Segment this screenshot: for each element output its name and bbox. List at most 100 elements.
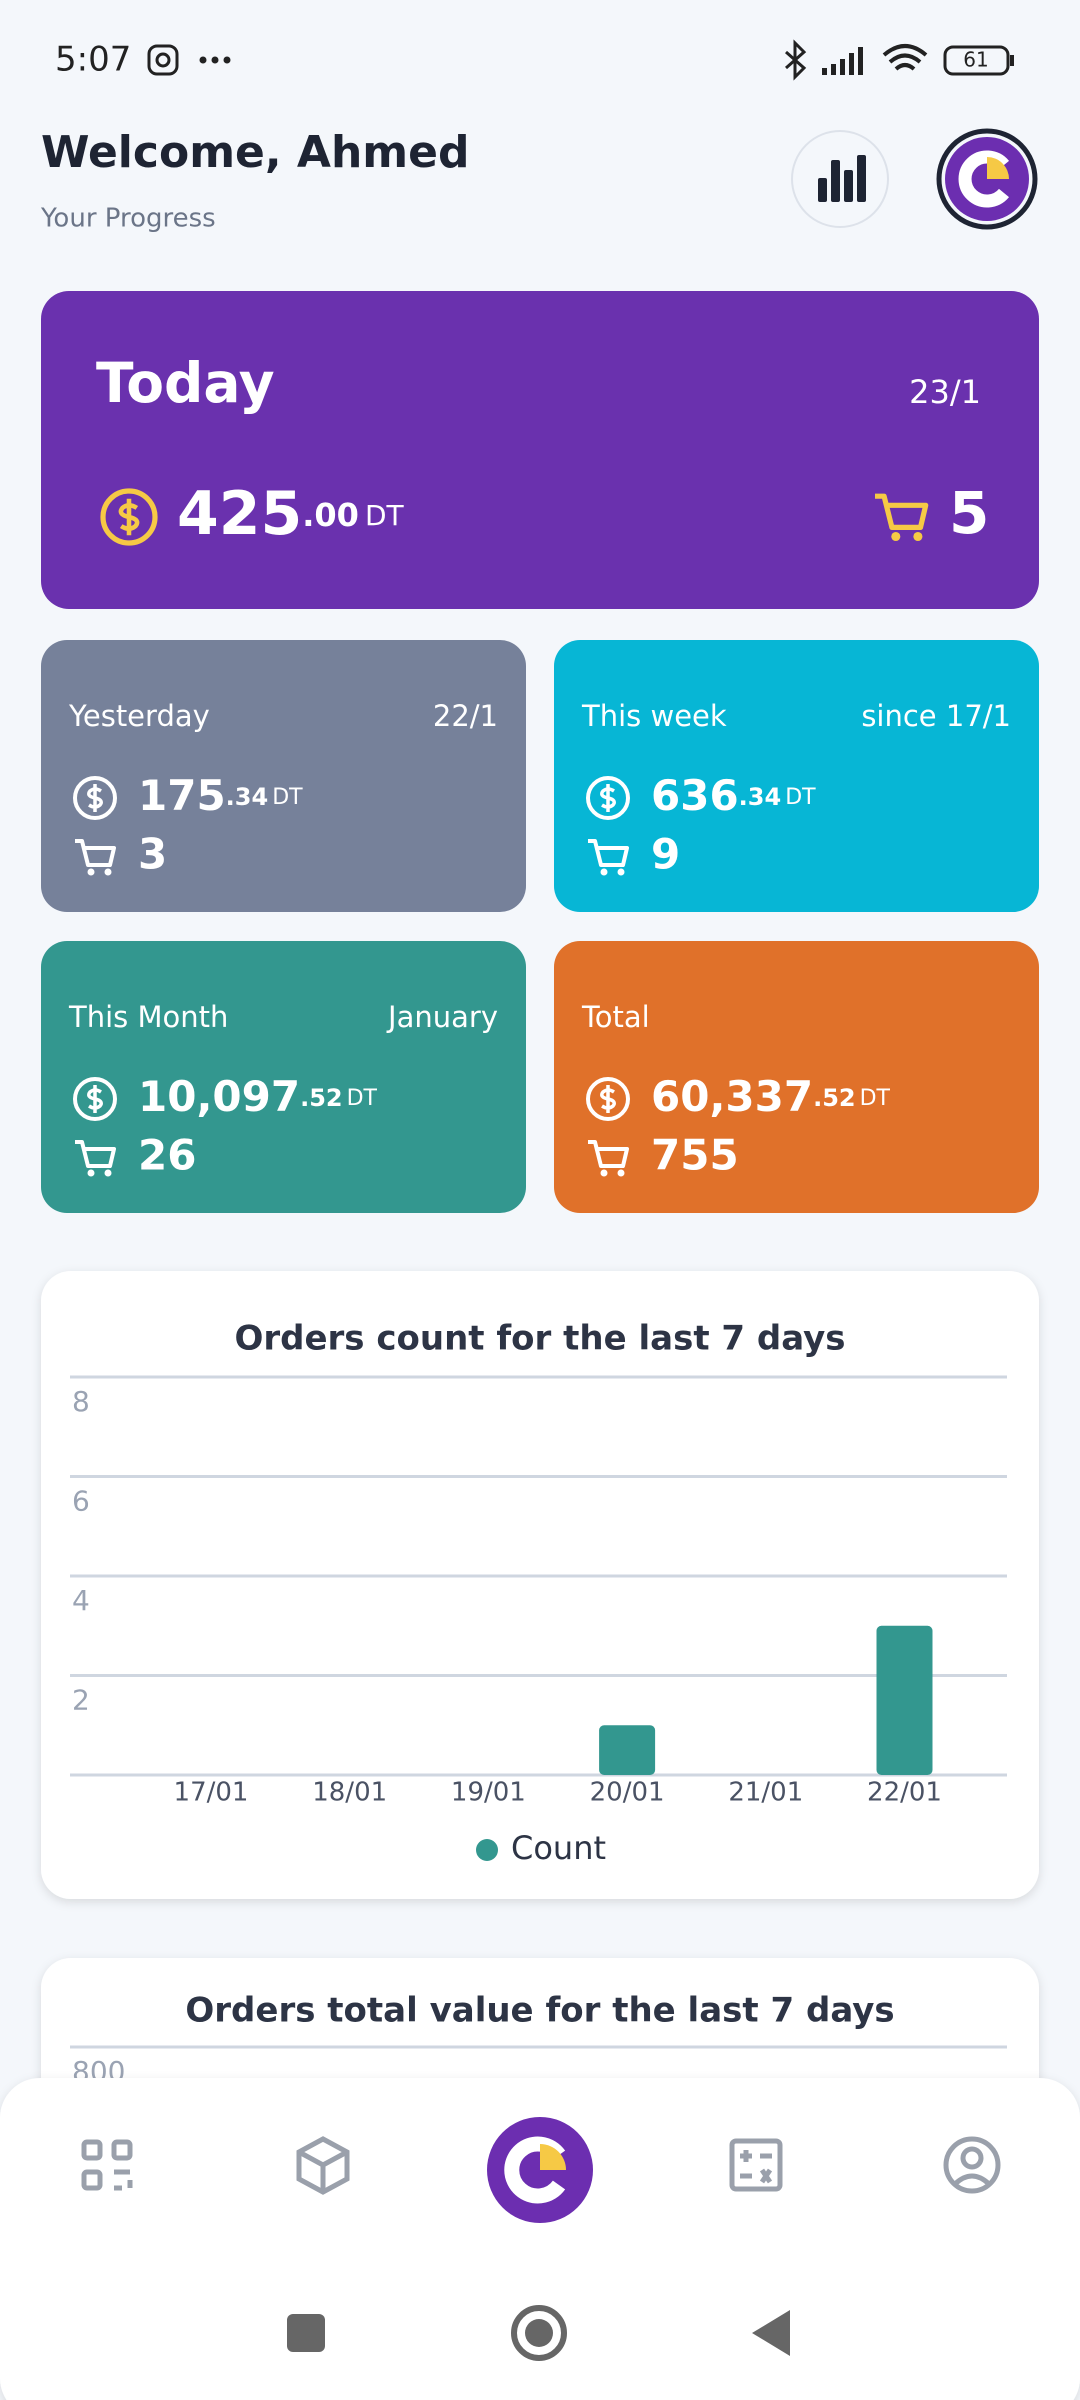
card-date: January — [386, 1000, 498, 1034]
cart-icon — [588, 1140, 629, 1177]
bottom-nav — [0, 2078, 1080, 2400]
cart-wheel — [87, 1169, 95, 1177]
chart-card — [41, 1271, 1039, 1899]
cart-body — [75, 839, 116, 867]
summary-card[interactable] — [554, 640, 1039, 912]
card-amount: 175.34 DT — [138, 771, 303, 820]
wifi-icon — [882, 44, 928, 71]
y-tick-label: 4 — [72, 1584, 90, 1617]
money-icon-sign — [87, 784, 103, 812]
amount-currency: DT — [365, 499, 405, 532]
money-icon-sign — [600, 784, 616, 812]
more-dots — [199, 56, 231, 64]
amount-decimals: .52 — [300, 1084, 343, 1112]
amount-decimals: .34 — [739, 783, 782, 811]
money-icon — [73, 1077, 117, 1121]
summary-card[interactable] — [41, 640, 526, 912]
instagram-icon-lens — [155, 52, 171, 68]
money-icon-ring — [73, 776, 117, 820]
x-tick-label: 22/01 — [867, 1778, 942, 1808]
today-date: 23/1 — [909, 373, 981, 411]
home-tab[interactable] — [487, 2117, 593, 2223]
card-date: since 17/1 — [861, 699, 1011, 733]
money-icon — [586, 1077, 630, 1121]
x-tick-label: 20/01 — [590, 1778, 665, 1808]
x-tick-label: 17/01 — [174, 1778, 249, 1808]
amount-decimals: .34 — [226, 783, 269, 811]
cart-wheel — [87, 868, 95, 876]
products-tab[interactable] — [296, 2136, 350, 2195]
card-amount: 60,337.52 DT — [651, 1072, 891, 1121]
money-icon-ring — [586, 1077, 630, 1121]
battery-icon — [943, 45, 1010, 76]
signal-icon — [822, 47, 863, 75]
amount-main: 636 — [651, 771, 739, 820]
amount-currency: DT — [860, 1086, 891, 1111]
amount-decimals: .52 — [813, 1084, 856, 1112]
welcome-subtitle: Your Progress — [40, 204, 216, 234]
money-icon-ring — [73, 1077, 117, 1121]
bar — [876, 1625, 933, 1775]
summary-card[interactable] — [554, 941, 1039, 1213]
nav-icons — [81, 2136, 1001, 2195]
today-label: Today — [96, 351, 275, 415]
money-icon-sign — [600, 1085, 616, 1113]
x-tick-label: 18/01 — [312, 1778, 387, 1808]
home-button-dot — [525, 2319, 553, 2347]
cart-body — [588, 1140, 629, 1168]
money-icon-sign — [87, 1085, 103, 1113]
amount-main: 60,337 — [651, 1072, 813, 1121]
cart-icon — [75, 1140, 116, 1177]
cart-wheel — [104, 868, 112, 876]
today-orders: 5 — [949, 479, 989, 547]
instagram-icon — [147, 44, 179, 76]
cart-wheel — [600, 1169, 608, 1177]
card-orders: 26 — [138, 1131, 196, 1180]
y-tick-label: 6 — [72, 1485, 90, 1518]
money-icon — [100, 488, 158, 546]
card-label: Total — [581, 1000, 650, 1034]
account-tab[interactable] — [943, 2136, 1001, 2194]
y-tick-label: 2 — [72, 1684, 90, 1717]
home-button[interactable] — [511, 2305, 567, 2361]
card-date: 22/1 — [433, 699, 498, 733]
amount-currency: DT — [347, 1086, 378, 1111]
bar — [599, 1725, 656, 1775]
calculator-tab[interactable] — [729, 2138, 783, 2192]
card-label: This week — [581, 699, 727, 733]
amount-currency: DT — [785, 785, 816, 810]
card-amount: 636.34 DT — [651, 771, 816, 820]
card-amount: 10,097.52 DT — [138, 1072, 378, 1121]
cart-icon — [75, 839, 116, 876]
amount-main: 425 — [177, 479, 302, 549]
card-orders: 9 — [651, 830, 680, 879]
welcome-title: Welcome, Ahmed — [41, 127, 469, 178]
money-icon-ring — [586, 776, 630, 820]
cart-wheel — [104, 1169, 112, 1177]
recents-button[interactable] — [287, 2314, 325, 2352]
stats-icon — [818, 155, 866, 202]
cart-body — [588, 839, 629, 867]
money-icon — [586, 776, 630, 820]
cart-body — [75, 1140, 116, 1168]
profile-logo[interactable] — [936, 128, 1038, 230]
card-orders: 3 — [138, 830, 167, 879]
qr-tab[interactable] — [81, 2139, 133, 2191]
chart-title: Orders total value for the last 7 days — [185, 1991, 894, 2031]
back-button[interactable] — [752, 2310, 790, 2356]
legend-label: Count — [511, 1829, 606, 1867]
cart-icon — [588, 839, 629, 876]
amount-decimals: .00 — [302, 496, 359, 534]
money-icon — [73, 776, 117, 820]
today-amount: 425.00 DT — [177, 479, 404, 549]
summary-card[interactable] — [41, 941, 526, 1213]
today-card[interactable] — [41, 291, 1039, 609]
x-tick-label: 21/01 — [728, 1778, 803, 1808]
amount-currency: DT — [272, 785, 303, 810]
x-tick-label: 19/01 — [451, 1778, 526, 1808]
orders-value-chart: Orders total value for the last 7 days 80… — [70, 1991, 1007, 2088]
y-tick-label: 800 — [72, 2055, 125, 2088]
